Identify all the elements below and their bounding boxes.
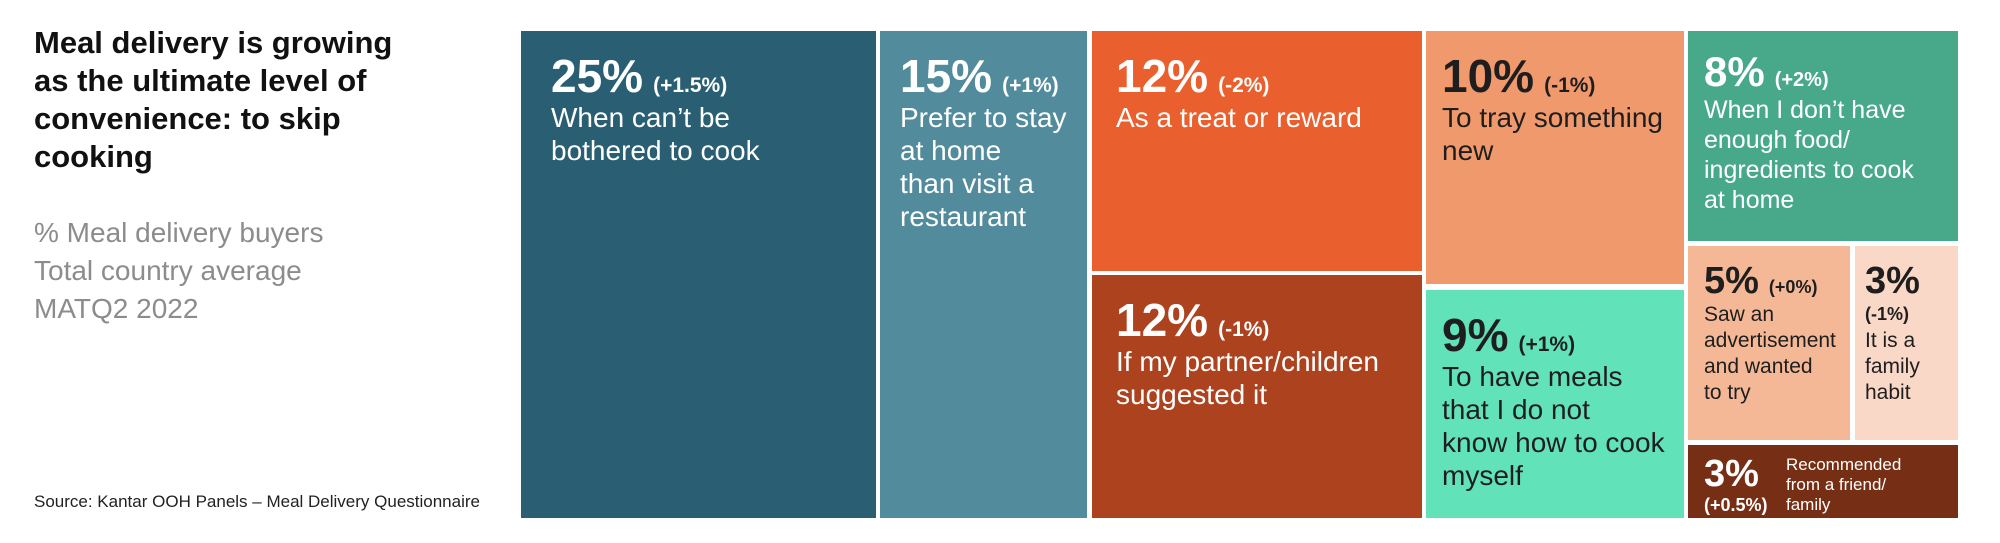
tile-value-label: 3% [1865, 260, 1920, 302]
tile-label-line: When I don’t have [1704, 96, 1906, 124]
tile-label-line: from a friend/ [1786, 475, 1887, 494]
chart-title-line: convenience: to skip [34, 101, 341, 136]
tile-label-line: It is a [1865, 329, 1916, 352]
tile-change-label: (+1%) [1518, 333, 1576, 356]
treemap-tile: 3% (-1%) It is a family habit [1855, 246, 1958, 440]
tile-value-label: 8% [1704, 48, 1765, 95]
treemap-tile: 12% (-2%) As a treat or reward [1092, 31, 1422, 271]
tile-category-label: To tray something new [1442, 101, 1678, 167]
tile-label-line: new [1442, 135, 1494, 166]
tile-label-line: enough food/ [1704, 126, 1850, 154]
source-note: Source: Kantar OOH Panels – Meal Deliver… [34, 492, 480, 511]
tile-category-label: Saw an advertisement and wanted to try [1704, 302, 1844, 406]
tile-label-line: ingredients to cook [1704, 156, 1914, 184]
tile-label-line: that I do not [1442, 394, 1590, 425]
tile-change-label: (-1%) [1544, 74, 1596, 97]
treemap-tile: 9% (+1%) To have meals that I do not know ho… [1426, 290, 1684, 518]
tile-value-label: 12% [1116, 50, 1209, 102]
chart-title: Meal delivery is growing as the ultimate… [34, 24, 434, 176]
tile-value-label: 12% [1116, 294, 1209, 346]
tile-category-label: Prefer to stay at home than visit a restaur… [900, 101, 1081, 233]
tile-category-label: When I don’t have enough food/ingredients… [1704, 95, 1952, 215]
chart-subtitle: % Meal delivery buyers Total country ave… [34, 214, 474, 328]
tile-label-line: suggested it [1116, 379, 1267, 410]
tile-label-line: restaurant [900, 201, 1027, 232]
chart-title-line: Meal delivery is growing [34, 25, 393, 60]
treemap-tile: 10% (-1%) To tray something new [1426, 31, 1684, 284]
tile-label-line: If my partner/children [1116, 346, 1379, 377]
tile-category-label: If my partner/children suggested it [1116, 345, 1416, 411]
tile-change-label: (+1.5%) [653, 74, 728, 97]
tile-change-label: (+1%) [1002, 74, 1059, 97]
subtitle-line: Total country average [34, 255, 302, 286]
tile-label-line: know how to cook [1442, 427, 1665, 458]
tile-label-line: habit [1865, 381, 1911, 404]
tile-label-line: at home [900, 135, 1002, 166]
tile-category-label: When can’t be bothered to cook [551, 101, 870, 167]
tile-value-label: 5% [1704, 260, 1759, 302]
chart-title-line: as the ultimate level of [34, 63, 367, 98]
tile-change-label: (-1%) [1865, 304, 1909, 324]
tile-label-line: myself [1442, 460, 1523, 491]
tile-label-line: Saw an [1704, 303, 1775, 326]
tile-change-label: (+0%) [1768, 277, 1818, 297]
tile-category-label: It is a family habit [1865, 328, 1952, 406]
tile-category-label: Recommended from a friend/family [1786, 455, 1901, 515]
tile-label-line: bothered to cook [551, 135, 760, 166]
chart-title-line: cooking [34, 139, 153, 174]
treemap-tile: 8% (+2%) When I don’t have enough food/ingr… [1688, 31, 1958, 241]
tile-label-line: family [1865, 355, 1920, 378]
tile-change-label: (+0.5%) [1704, 495, 1768, 515]
tile-value-label: 15% [900, 50, 993, 102]
tile-change-label: (-2%) [1218, 74, 1270, 97]
tile-label-line: To have meals [1442, 361, 1623, 392]
tile-label-line: than visit a [900, 168, 1034, 199]
subtitle-line: % Meal delivery buyers [34, 217, 324, 248]
tile-label-line: When can’t be [551, 102, 730, 133]
tile-label-line: family [1786, 495, 1831, 514]
treemap-tile: 12% (-1%) If my partner/children suggested … [1092, 275, 1422, 518]
treemap-tile: 25% (+1.5%) When can’t be bothered to cook [521, 31, 876, 518]
tile-value-label: 9% [1442, 309, 1509, 361]
tile-change-label: (-1%) [1218, 318, 1270, 341]
tile-label-line: at home [1704, 186, 1795, 214]
tile-label-line: Recommended [1786, 455, 1902, 474]
treemap-tile: 15% (+1%) Prefer to stay at home than visit … [880, 31, 1087, 518]
tile-category-label: To have meals that I do not know how to co… [1442, 360, 1678, 492]
tile-label-line: Prefer to stay [900, 102, 1067, 133]
tile-label-line: To tray something [1442, 102, 1663, 133]
tile-label-line: As a treat or reward [1116, 102, 1362, 133]
treemap-tile: 3% (+0.5%) Recommended from a friend/family [1688, 445, 1958, 518]
tile-label-line: advertisement [1704, 329, 1836, 352]
tile-category-label: As a treat or reward [1116, 101, 1416, 134]
tile-value-label: 3% [1704, 453, 1759, 495]
tile-label-line: to try [1704, 381, 1751, 404]
tile-value-label: 25% [551, 50, 644, 102]
tile-label-line: and wanted [1704, 355, 1813, 378]
treemap-tile: 5% (+0%) Saw an advertisement and wanted to t… [1688, 246, 1850, 440]
tile-value-label: 10% [1442, 50, 1535, 102]
tile-change-label: (+2%) [1774, 69, 1829, 91]
subtitle-line: MATQ2 2022 [34, 293, 199, 324]
